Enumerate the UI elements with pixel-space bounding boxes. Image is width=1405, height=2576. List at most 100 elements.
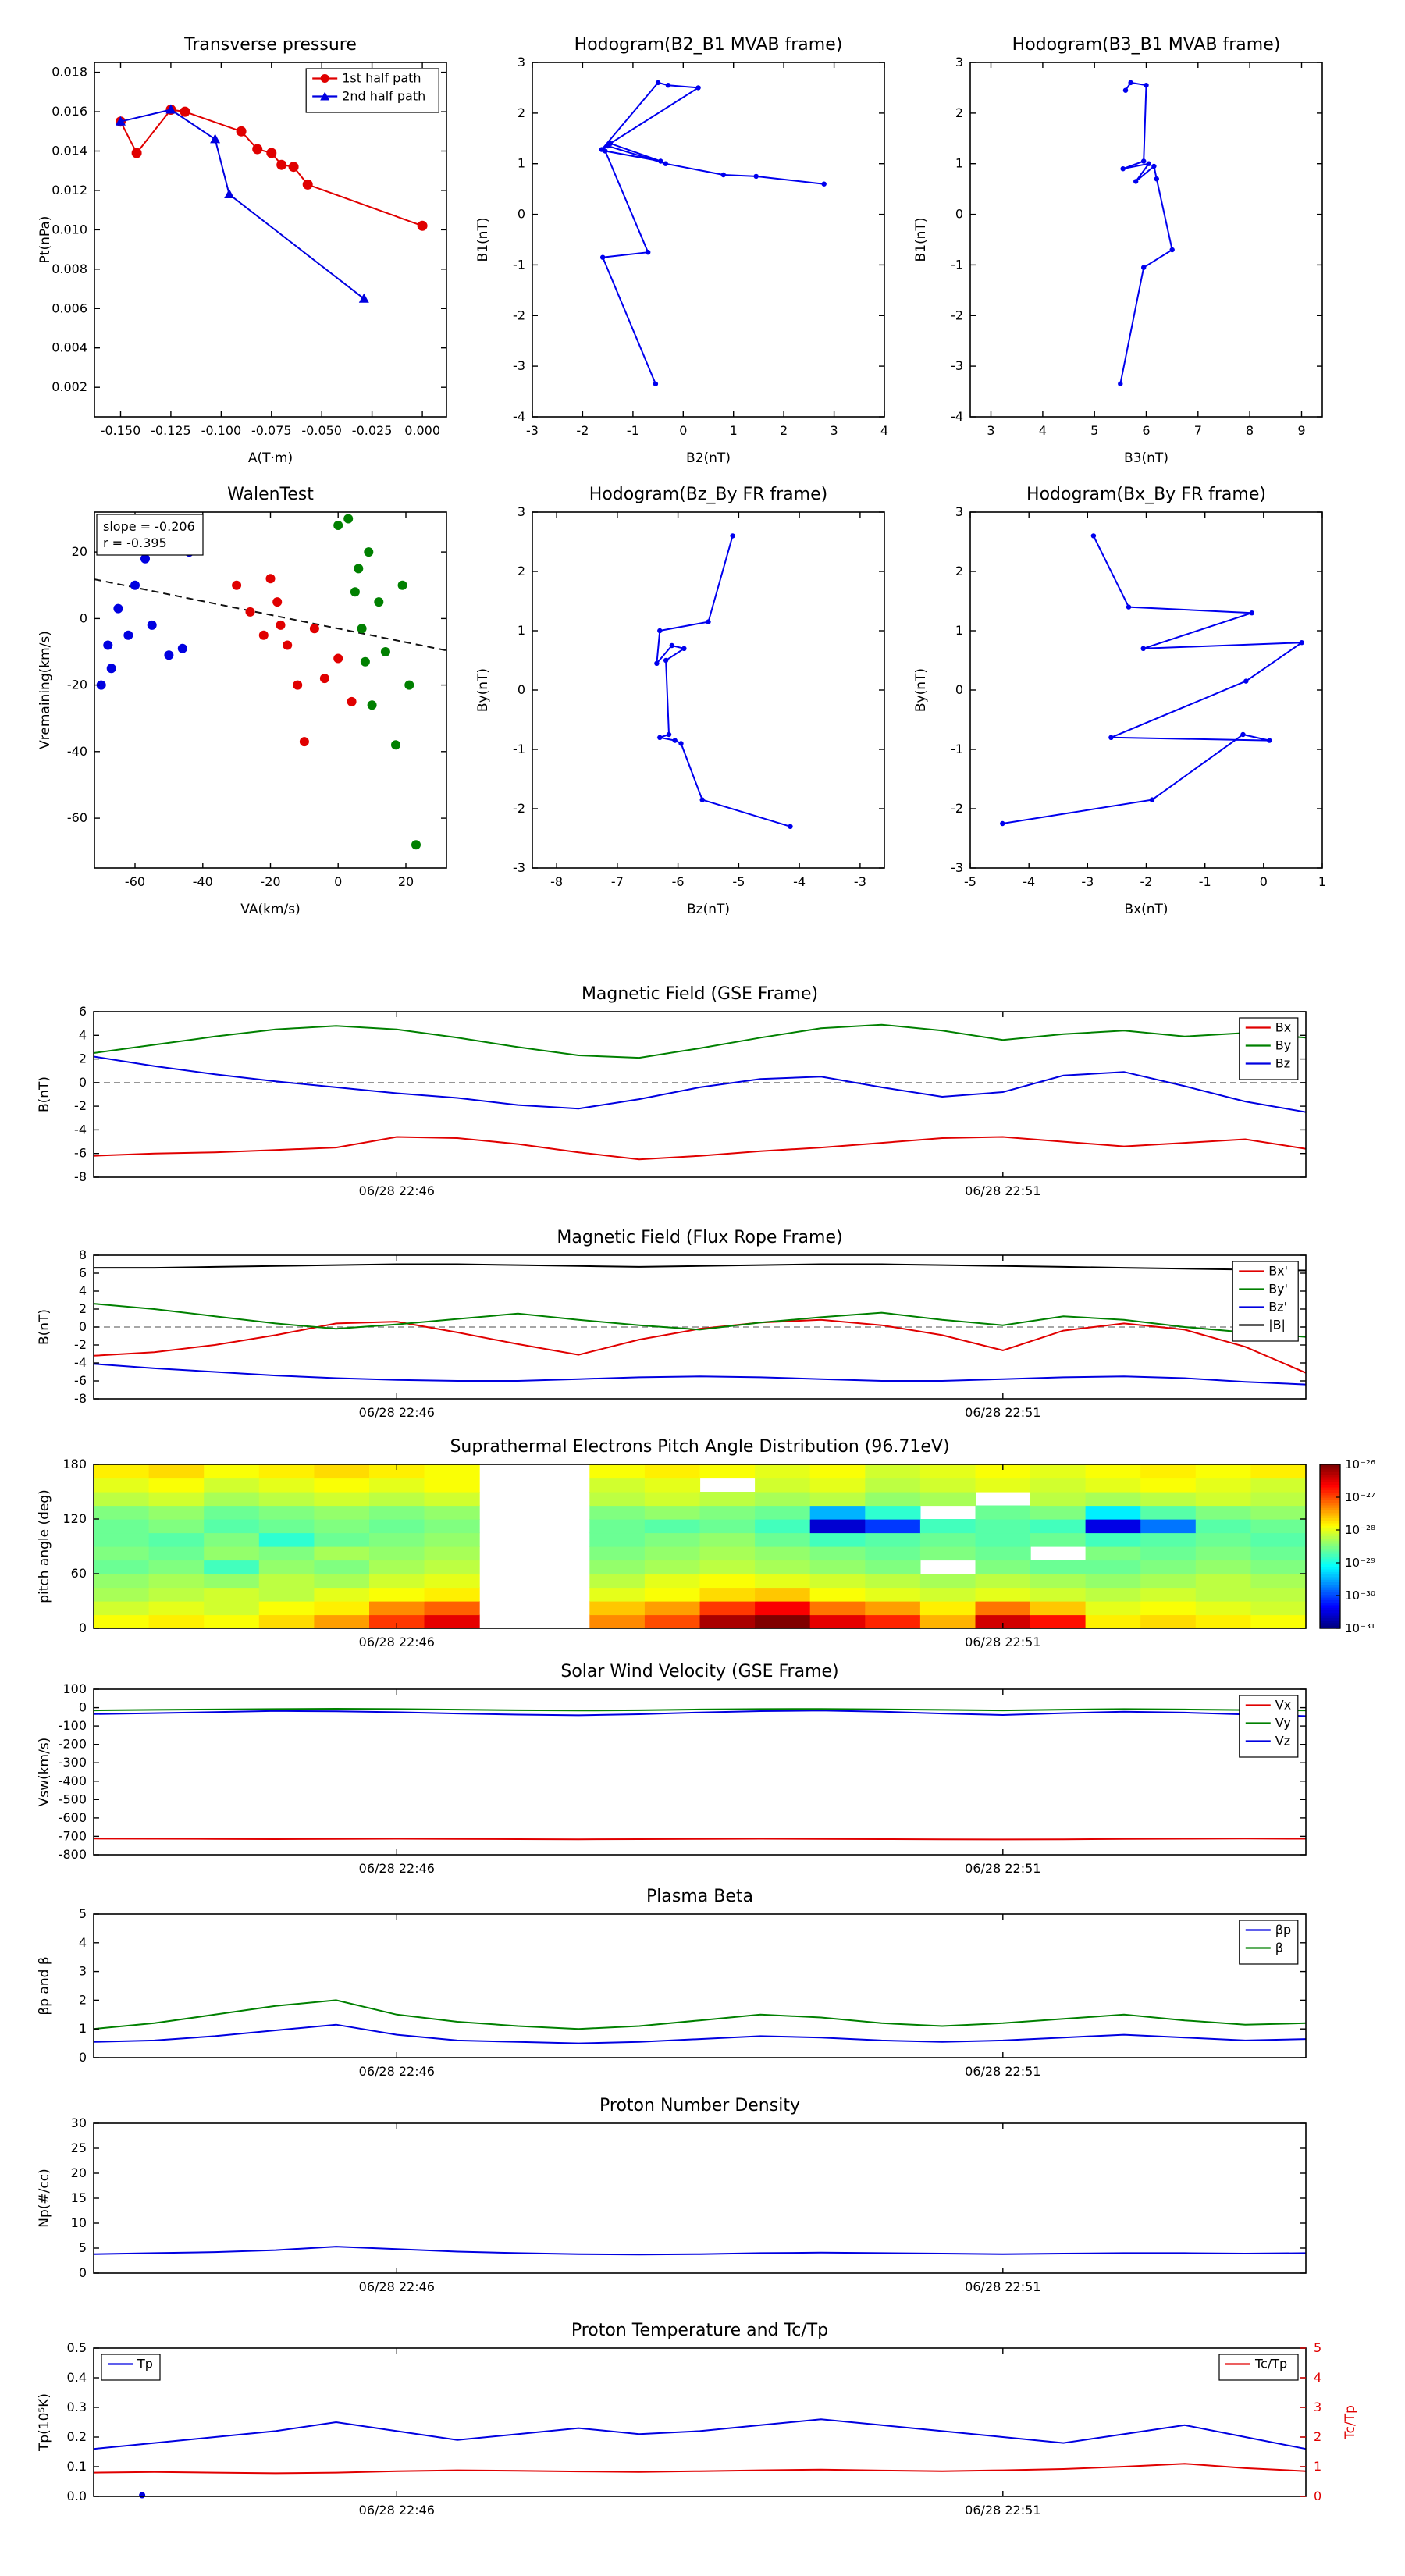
svg-text:06/28 22:46: 06/28 22:46 xyxy=(359,2503,435,2517)
svg-text:2: 2 xyxy=(518,105,525,120)
svg-text:Suprathermal Electrons Pitch A: Suprathermal Electrons Pitch Angle Distr… xyxy=(450,1437,949,1457)
svg-text:-0.050: -0.050 xyxy=(301,423,342,438)
svg-text:4: 4 xyxy=(79,1935,87,1950)
svg-text:-2: -2 xyxy=(513,308,525,322)
svg-text:A(T·m): A(T·m) xyxy=(248,450,293,466)
svg-text:|B|: |B| xyxy=(1268,1318,1286,1332)
svg-text:-100: -100 xyxy=(59,1718,87,1733)
svg-text:0: 0 xyxy=(79,1621,87,1635)
svg-text:0.010: 0.010 xyxy=(52,222,87,237)
svg-text:Proton Number Density: Proton Number Density xyxy=(599,2096,800,2115)
svg-text:-0.100: -0.100 xyxy=(201,423,242,438)
svg-text:-700: -700 xyxy=(59,1828,87,1843)
svg-text:5: 5 xyxy=(1090,423,1098,438)
svg-text:9: 9 xyxy=(1297,423,1305,438)
svg-text:-4: -4 xyxy=(74,1355,87,1370)
svg-text:-300: -300 xyxy=(59,1755,87,1770)
svg-text:1: 1 xyxy=(955,623,963,638)
svg-text:-2: -2 xyxy=(74,1098,87,1113)
svg-text:0: 0 xyxy=(955,682,963,697)
svg-text:0.000: 0.000 xyxy=(404,423,440,438)
svg-text:06/28 22:51: 06/28 22:51 xyxy=(965,2064,1040,2079)
svg-text:5: 5 xyxy=(79,2240,87,2255)
svg-text:5: 5 xyxy=(79,1906,87,1921)
svg-text:06/28 22:51: 06/28 22:51 xyxy=(965,2503,1040,2517)
svg-text:10⁻²⁹: 10⁻²⁹ xyxy=(1345,1556,1375,1570)
svg-text:0: 0 xyxy=(79,1319,87,1334)
svg-text:10⁻²⁸: 10⁻²⁸ xyxy=(1345,1523,1375,1537)
svg-text:Proton Temperature and Tc/Tp: Proton Temperature and Tc/Tp xyxy=(571,2321,828,2340)
svg-text:4: 4 xyxy=(1314,2370,1321,2385)
svg-text:6: 6 xyxy=(79,1265,87,1280)
svg-text:-40: -40 xyxy=(67,744,87,759)
svg-text:3: 3 xyxy=(831,423,838,438)
svg-text:-20: -20 xyxy=(67,678,87,692)
svg-text:1st half path: 1st half path xyxy=(342,71,421,86)
svg-text:2nd half path: 2nd half path xyxy=(342,89,425,104)
svg-text:Bx(nT): Bx(nT) xyxy=(1124,902,1168,917)
svg-text:Vz: Vz xyxy=(1275,1734,1290,1749)
panel-hodogram-b2-b1: -3 -2 -1 0 1 2 3 4 -4 -3 -2 -1 0 1 2 3 Hodogram(B2_B1 MV… xyxy=(461,16,898,471)
svg-text:20: 20 xyxy=(398,874,414,889)
svg-text:0: 0 xyxy=(79,2265,87,2280)
svg-text:-6: -6 xyxy=(74,1373,87,1388)
svg-text:-3: -3 xyxy=(513,860,525,875)
svg-text:slope = -0.206: slope = -0.206 xyxy=(103,519,195,534)
svg-text:3: 3 xyxy=(1314,2400,1321,2414)
svg-text:Tc/Tp: Tc/Tp xyxy=(1254,2357,1287,2371)
svg-text:B3(nT): B3(nT) xyxy=(1124,450,1168,466)
svg-text:By(nT): By(nT) xyxy=(475,668,491,712)
svg-text:1: 1 xyxy=(79,2021,87,2036)
svg-text:06/28 22:51: 06/28 22:51 xyxy=(965,1183,1040,1198)
svg-text:Vremaining(km/s): Vremaining(km/s) xyxy=(37,631,53,749)
svg-text:-4: -4 xyxy=(793,874,806,889)
svg-text:0: 0 xyxy=(679,423,687,438)
svg-text:1: 1 xyxy=(955,156,963,171)
svg-text:0.006: 0.006 xyxy=(52,301,87,315)
panel-walen-test: -60 -40 -20 0 20 -60 -40 -20 0 20 WalenTest VA(km/s… xyxy=(23,465,461,923)
svg-text:-3: -3 xyxy=(854,874,866,889)
svg-text:Vx: Vx xyxy=(1275,1698,1291,1713)
svg-text:15: 15 xyxy=(71,2190,87,2205)
svg-text:1: 1 xyxy=(1314,2459,1321,2474)
svg-text:-0.075: -0.075 xyxy=(251,423,292,438)
svg-text:B1(nT): B1(nT) xyxy=(475,218,491,262)
svg-text:Hodogram(Bz_By FR frame): Hodogram(Bz_By FR frame) xyxy=(589,485,827,504)
svg-text:0.3: 0.3 xyxy=(67,2400,87,2414)
svg-text:1: 1 xyxy=(730,423,738,438)
svg-text:1: 1 xyxy=(1318,874,1326,889)
svg-text:-4: -4 xyxy=(1023,874,1035,889)
svg-text:1: 1 xyxy=(518,156,525,171)
svg-text:-5: -5 xyxy=(732,874,745,889)
svg-text:Hodogram(B2_B1 MVAB frame): Hodogram(B2_B1 MVAB frame) xyxy=(574,35,843,55)
svg-text:06/28 22:46: 06/28 22:46 xyxy=(359,2279,435,2294)
svg-text:-800: -800 xyxy=(59,1847,87,1862)
svg-text:0.012: 0.012 xyxy=(52,183,87,197)
panel-magnetic-field-flux-rope: 06/28 22:46 06/28 22:51 -8 -6 -4 -2 0 2 4 6 8 Magne… xyxy=(31,1219,1405,1430)
svg-text:2: 2 xyxy=(79,1992,87,2007)
svg-text:2: 2 xyxy=(79,1301,87,1316)
svg-text:0.016: 0.016 xyxy=(52,104,87,119)
svg-text:120: 120 xyxy=(62,1511,87,1526)
svg-text:Bx': Bx' xyxy=(1268,1264,1288,1279)
svg-text:βp and β: βp and β xyxy=(37,1956,52,2015)
svg-text:06/28 22:46: 06/28 22:46 xyxy=(359,1405,435,1420)
svg-text:βp: βp xyxy=(1275,1923,1291,1937)
svg-text:B2(nT): B2(nT) xyxy=(686,450,731,466)
svg-text:Magnetic Field (Flux Rope Fram: Magnetic Field (Flux Rope Frame) xyxy=(557,1228,842,1247)
svg-text:20: 20 xyxy=(71,2165,87,2180)
svg-text:25: 25 xyxy=(71,2140,87,2155)
svg-text:-3: -3 xyxy=(951,860,963,875)
svg-text:-60: -60 xyxy=(67,810,87,825)
svg-text:0.002: 0.002 xyxy=(52,379,87,394)
svg-text:Bz(nT): Bz(nT) xyxy=(687,902,730,917)
svg-text:30: 30 xyxy=(71,2115,87,2130)
svg-text:-2: -2 xyxy=(951,308,963,322)
svg-text:Vy: Vy xyxy=(1275,1716,1291,1731)
svg-text:0.0: 0.0 xyxy=(67,2489,87,2503)
svg-text:2: 2 xyxy=(518,564,525,578)
svg-text:06/28 22:46: 06/28 22:46 xyxy=(359,2064,435,2079)
svg-text:-1: -1 xyxy=(951,742,963,756)
svg-text:-0.025: -0.025 xyxy=(352,423,393,438)
svg-text:100: 100 xyxy=(62,1681,87,1696)
